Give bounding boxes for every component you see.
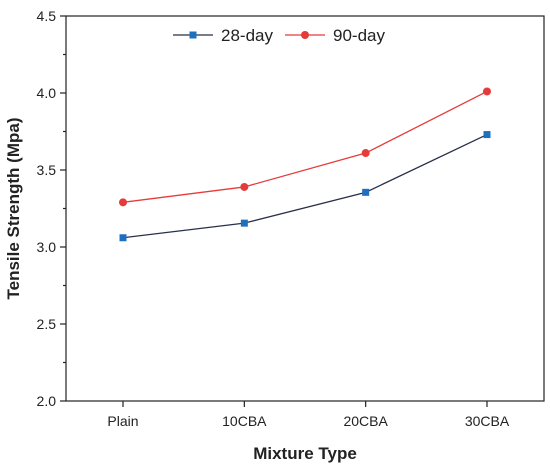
x-tick-label: 20CBA: [343, 413, 388, 429]
x-tick-label: 30CBA: [465, 413, 510, 429]
y-axis-title: Tensile Strength (Mpa): [4, 118, 23, 300]
series-90-day: [119, 87, 491, 207]
series-line: [122, 133, 488, 239]
series-28-day: [119, 131, 491, 242]
legend-label: 90-day: [333, 26, 385, 45]
legend-item-90-day: 90-day: [285, 26, 385, 45]
y-tick-label: 3.0: [37, 239, 57, 255]
legend-item-28-day: 28-day: [173, 26, 273, 45]
series-line: [122, 90, 488, 203]
y-tick-label: 2.0: [37, 393, 57, 409]
data-point: [483, 87, 491, 96]
x-axis: Plain 10CBA 20CBA 30CBA: [107, 401, 510, 429]
y-axis: 2.0 2.5 3.0 3.5 4.0 4.5: [37, 8, 66, 409]
data-point: [483, 131, 491, 139]
y-tick-label: 3.5: [37, 162, 57, 178]
data-point: [240, 219, 248, 227]
data-point: [361, 149, 370, 158]
series-layer: [119, 87, 491, 242]
y-tick-label: 4.5: [37, 8, 57, 24]
legend-marker: [189, 31, 197, 39]
y-tick-label: 4.0: [37, 85, 57, 101]
data-point: [119, 234, 127, 242]
data-point: [119, 198, 127, 207]
data-point: [240, 182, 249, 191]
x-tick-label: Plain: [107, 413, 138, 429]
legend-marker: [301, 31, 309, 39]
legend-label: 28-day: [221, 26, 273, 45]
x-tick-label: 10CBA: [222, 413, 267, 429]
legend: 28-day 90-day: [173, 26, 385, 45]
y-tick-label: 2.5: [37, 316, 57, 332]
x-axis-title: Mixture Type: [253, 444, 357, 463]
data-point: [362, 188, 370, 196]
